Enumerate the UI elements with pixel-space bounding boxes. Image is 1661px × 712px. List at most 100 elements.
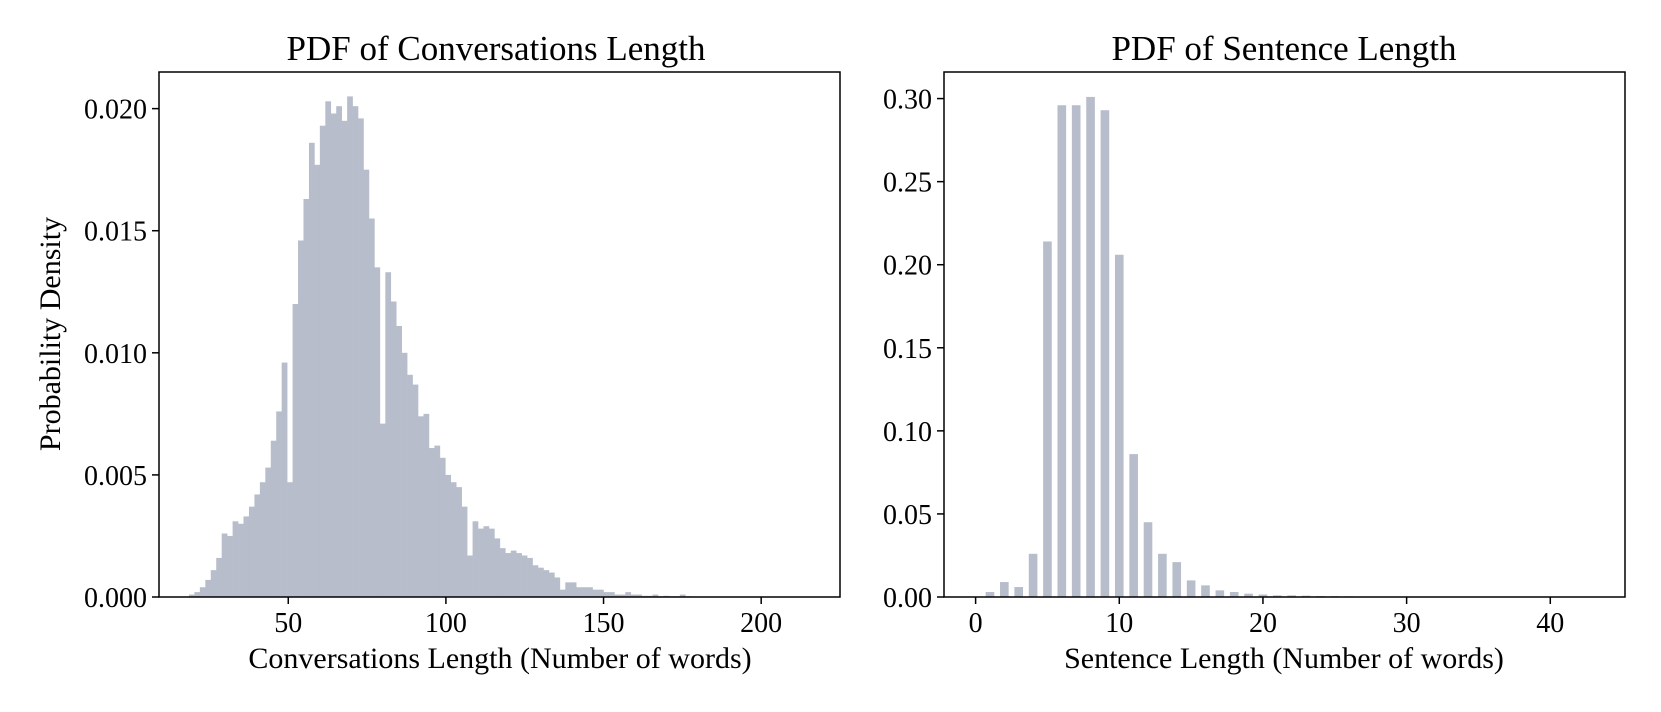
histogram-bar: [630, 594, 637, 597]
histogram-bar: [199, 587, 206, 597]
histogram-bar: [259, 482, 266, 597]
histogram-bar: [478, 528, 484, 597]
y-tick-label: 0.000: [84, 583, 147, 614]
histogram-bar: [532, 565, 539, 597]
histogram-bar: [499, 548, 506, 597]
histogram-bar: [210, 570, 217, 597]
bar: [1114, 254, 1124, 597]
histogram-bar: [614, 594, 621, 597]
x-tick-label: 50: [274, 608, 302, 639]
bar: [1143, 522, 1153, 597]
y-tick-label: 0.25: [883, 168, 932, 199]
histogram-bar: [527, 557, 533, 597]
histogram-bar: [608, 592, 615, 597]
chart-title: PDF of Conversations Length: [286, 29, 706, 68]
histogram-bar: [450, 482, 457, 597]
bar: [1086, 96, 1095, 598]
histogram-bar: [625, 592, 632, 597]
histogram-bar: [483, 526, 490, 597]
histogram-bar: [314, 164, 321, 598]
bar: [1186, 580, 1196, 597]
histogram-bar: [390, 301, 397, 597]
histogram-bar: [434, 445, 441, 597]
x-tick-label: 30: [1393, 608, 1421, 639]
histogram-bar: [248, 506, 255, 597]
histogram-bar: [412, 384, 419, 597]
bar: [1014, 587, 1024, 597]
bars: [188, 96, 746, 598]
histogram-bar: [298, 240, 304, 598]
histogram-bar: [581, 587, 588, 597]
y-tick-label: 0.10: [883, 417, 932, 448]
bar: [1215, 590, 1225, 597]
histogram-bar: [265, 467, 272, 597]
histogram-bar: [679, 594, 686, 597]
y-tick-label: 0.05: [883, 500, 932, 531]
x-tick-label: 10: [1105, 608, 1133, 639]
bar: [1229, 592, 1239, 597]
histogram-bar: [576, 587, 582, 597]
bar: [1172, 562, 1182, 597]
bar: [1273, 595, 1282, 597]
y-ticks: 0.000 0.005 0.010 0.015 0.020: [84, 95, 159, 614]
x-tick-label: 100: [425, 608, 467, 639]
histogram-bar: [587, 587, 593, 597]
histogram-bar: [303, 198, 310, 598]
histogram-bar: [254, 494, 261, 597]
histogram-bar: [216, 557, 222, 597]
histogram-bar: [336, 106, 342, 597]
x-axis-label: Sentence Length (Number of words): [1064, 642, 1504, 675]
histogram-bar: [516, 553, 522, 597]
histogram-bar: [603, 592, 610, 597]
x-ticks: 0 10 20 30 40: [969, 597, 1564, 639]
bar: [1244, 593, 1253, 597]
histogram-bar: [570, 582, 577, 597]
bar: [1100, 110, 1110, 598]
bar: [1258, 594, 1268, 597]
x-tick-label: 20: [1249, 608, 1277, 639]
histogram-bar: [238, 523, 244, 597]
histogram-bar: [538, 567, 544, 597]
histogram-bar: [494, 538, 501, 597]
histogram-bar: [548, 572, 555, 597]
y-tick-label: 0.15: [883, 334, 932, 365]
bar: [1043, 241, 1052, 597]
histogram-bar: [319, 125, 326, 597]
histogram-bar: [510, 550, 517, 597]
histogram-bar: [505, 553, 512, 597]
x-tick-label: 200: [740, 608, 782, 639]
bar: [1028, 553, 1038, 597]
histogram-bar: [188, 594, 195, 597]
histogram-bar: [401, 352, 408, 597]
y-tick-label: 0.00: [883, 583, 932, 614]
histogram-bar: [358, 118, 364, 598]
histogram-bar: [243, 516, 250, 597]
histogram-bar: [281, 362, 288, 597]
histogram-bar: [472, 521, 479, 597]
histogram-bar: [352, 106, 359, 597]
y-tick-label: 0.005: [84, 461, 147, 492]
histogram-bar: [385, 272, 392, 597]
histogram-bar: [428, 448, 435, 597]
histogram-bar: [227, 535, 233, 597]
histogram-bar: [565, 582, 572, 597]
bar: [1129, 454, 1138, 597]
histogram-bar: [232, 521, 239, 597]
histogram-bar: [341, 120, 348, 597]
histogram-bar: [423, 413, 430, 597]
bar: [985, 592, 995, 597]
histogram-bar: [396, 325, 402, 597]
histogram-bar: [221, 533, 228, 597]
bar: [1057, 105, 1067, 597]
histogram-bar: [418, 416, 424, 597]
chart-conversations-length: PDF of Conversations Length 50 100 150 200 …: [34, 29, 841, 675]
histogram-bar: [488, 528, 495, 597]
histogram-bar: [592, 589, 599, 597]
histogram-bar: [636, 594, 642, 597]
histogram-bar: [456, 487, 462, 597]
y-tick-label: 0.020: [84, 95, 147, 126]
histogram-bar: [325, 101, 332, 598]
histogram-bar: [467, 555, 473, 597]
histogram-bar: [276, 411, 282, 597]
